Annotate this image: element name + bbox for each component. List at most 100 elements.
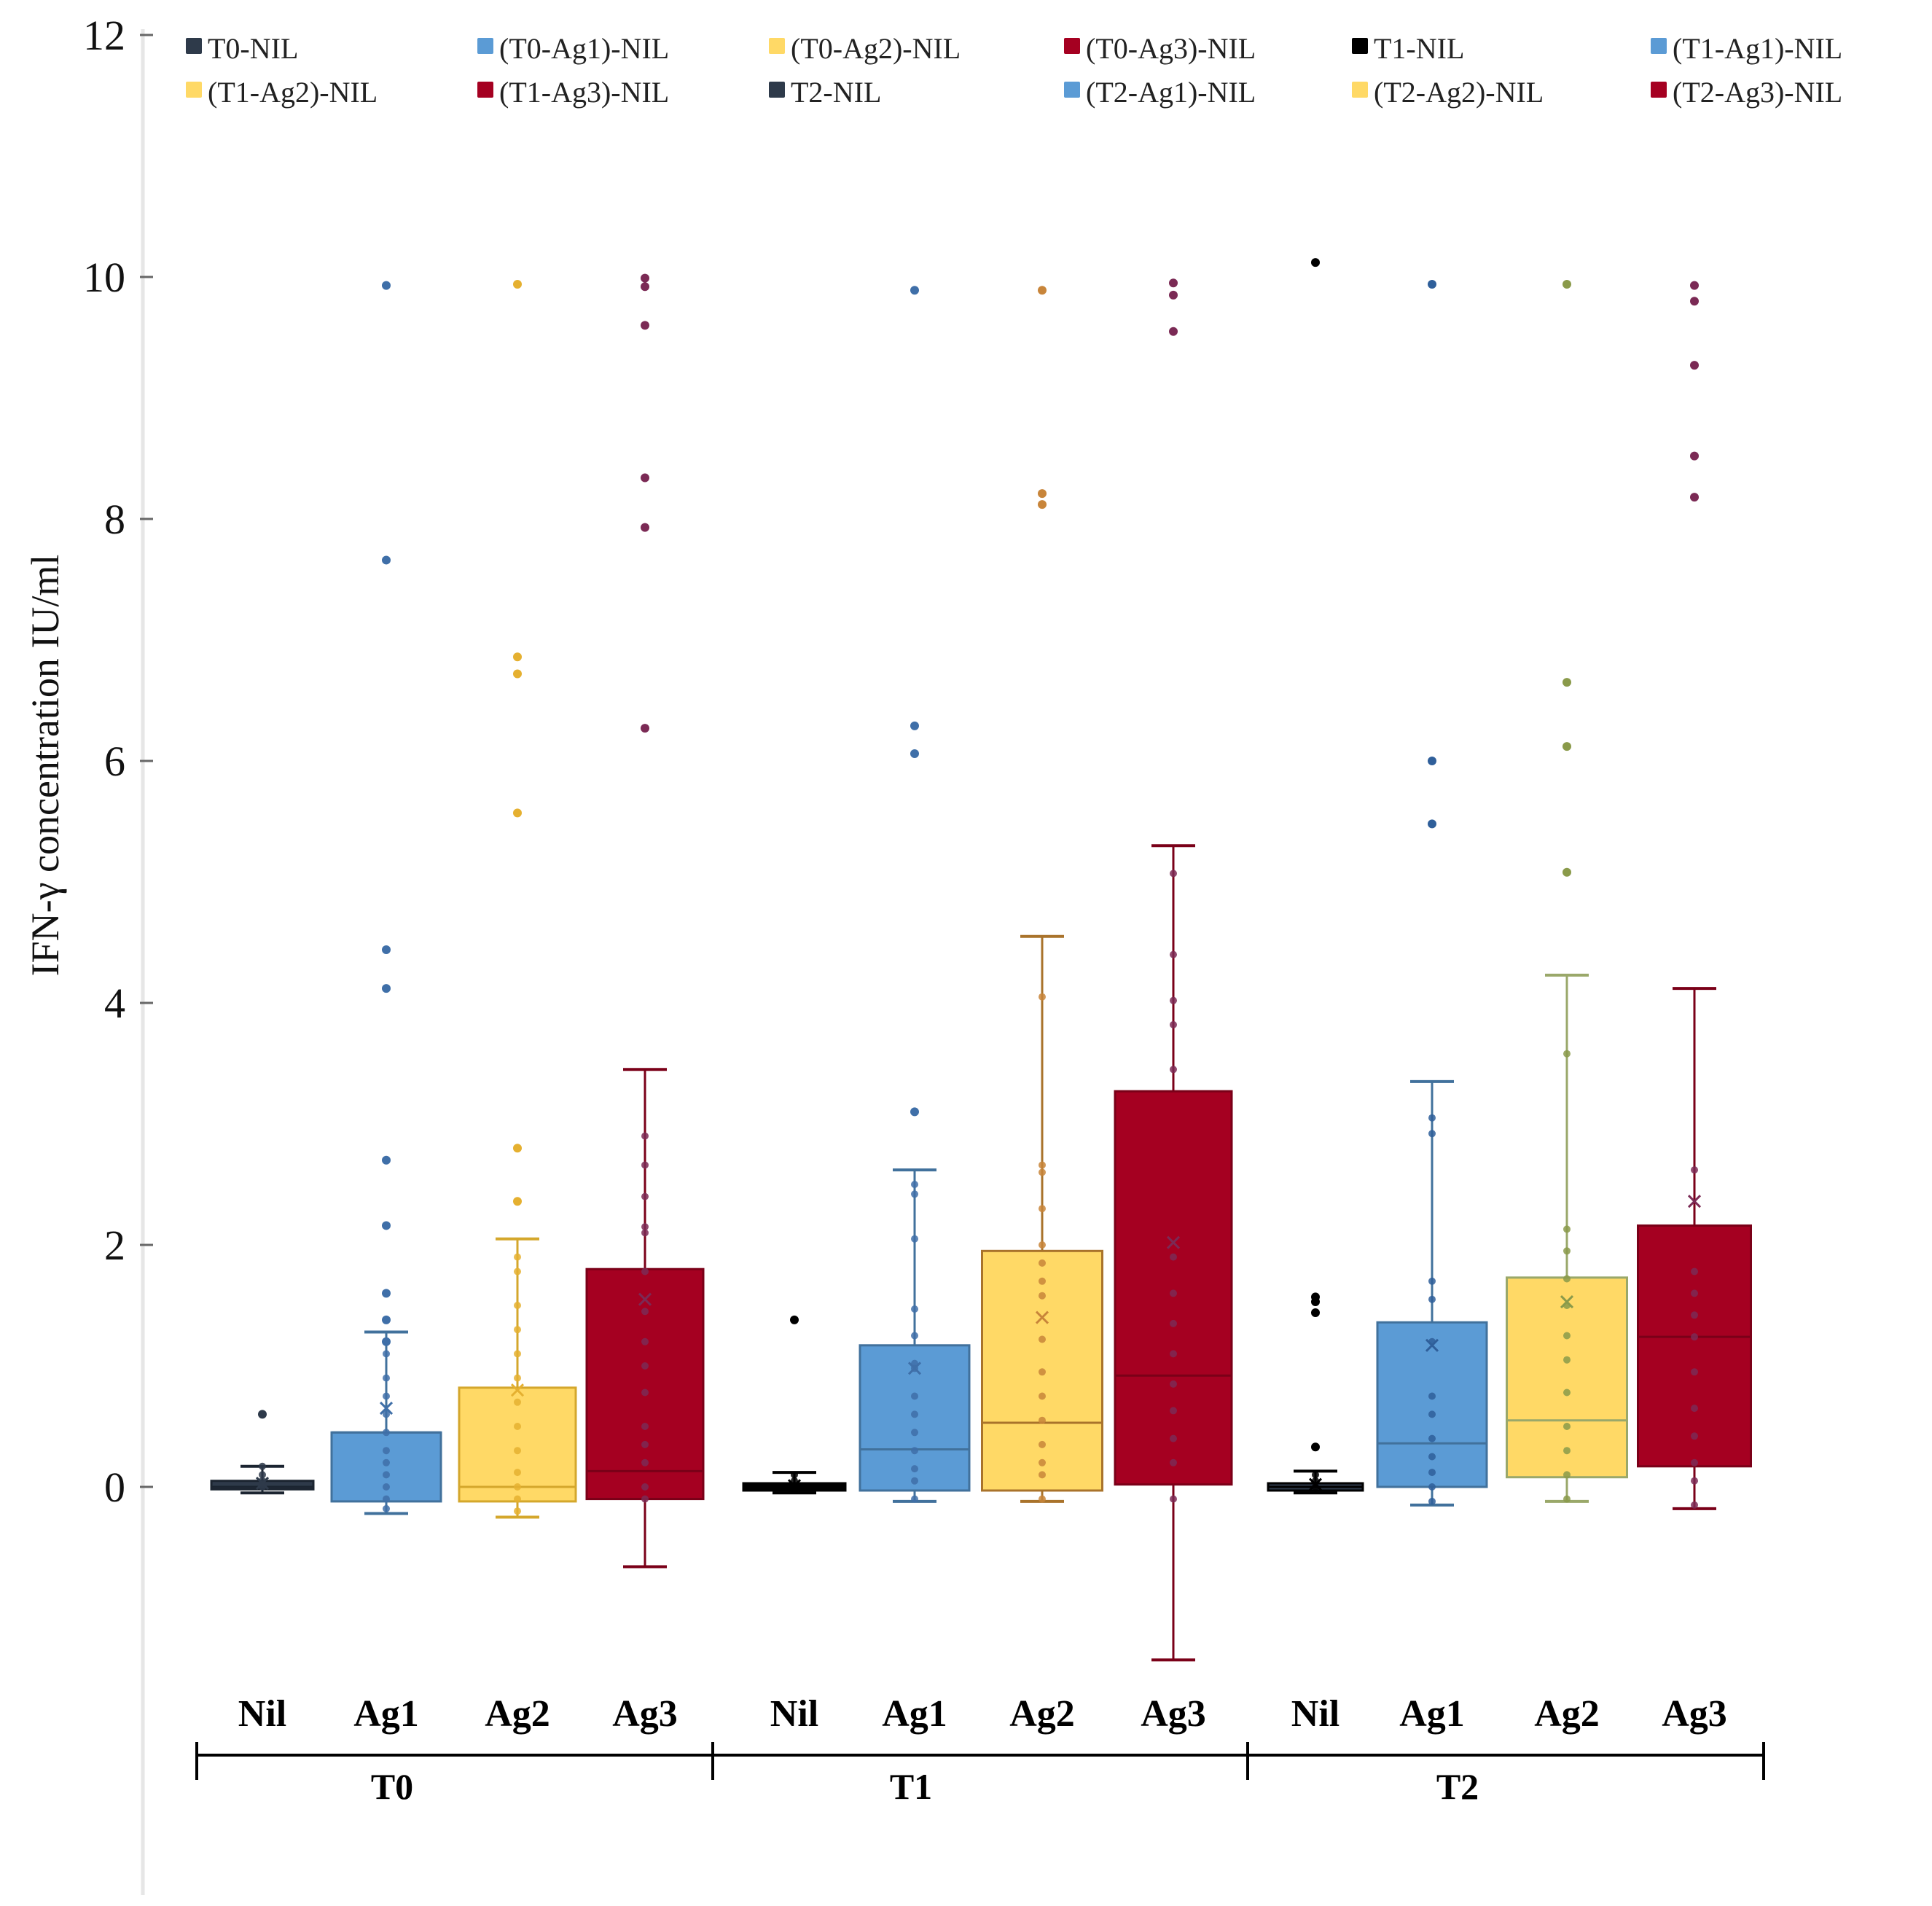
legend-label: (T2-Ag2)-NIL (1374, 76, 1544, 109)
outlier-point (641, 473, 649, 483)
data-point (259, 1471, 266, 1479)
group-label: T1 (890, 1766, 932, 1807)
legend-swatch (769, 82, 785, 98)
box-series (585, 273, 705, 1569)
data-point (383, 1471, 390, 1479)
mean-marker (638, 1292, 652, 1306)
data-point (641, 1362, 649, 1370)
data-point (514, 1268, 521, 1276)
data-point (383, 1429, 390, 1437)
data-point (1039, 1241, 1046, 1249)
data-point (1428, 1130, 1436, 1138)
outlier-point (1311, 258, 1320, 267)
y-tick-label: 12 (83, 12, 125, 59)
legend-label: (T2-Ag1)-NIL (1086, 76, 1256, 109)
outlier-point (382, 984, 391, 993)
data-point (1428, 1453, 1436, 1461)
data-point (383, 1495, 390, 1503)
data-point (1170, 1319, 1177, 1327)
outlier-point (513, 1197, 522, 1206)
data-point (1563, 1423, 1571, 1430)
data-point (1170, 1434, 1177, 1442)
outlier-point (1169, 290, 1178, 300)
data-point (514, 1507, 521, 1515)
data-point (1039, 993, 1046, 1001)
data-point (1039, 1259, 1046, 1267)
data-point (1312, 1471, 1319, 1479)
outlier-point (910, 721, 919, 730)
data-point (911, 1181, 918, 1188)
outlier-point (382, 1337, 391, 1346)
outlier-point (1690, 451, 1699, 461)
data-point (383, 1392, 390, 1400)
data-point (259, 1462, 266, 1470)
data-point (641, 1229, 649, 1237)
data-point (1691, 1368, 1698, 1376)
y-axis-title: IFN-γ concentration IU/ml (23, 555, 67, 977)
outlier-point (382, 281, 391, 290)
outlier-point (1428, 279, 1436, 289)
legend-label: (T1-Ag3)-NIL (499, 76, 669, 109)
data-point (514, 1469, 521, 1477)
data-point (641, 1132, 649, 1140)
data-point (1170, 1380, 1177, 1388)
data-point (1563, 1275, 1571, 1283)
data-point (383, 1483, 390, 1491)
data-point (1691, 1333, 1698, 1341)
data-point (911, 1190, 918, 1198)
data-point (911, 1495, 918, 1503)
outlier-point (513, 808, 522, 818)
data-point (383, 1458, 390, 1466)
outlier-point (513, 1144, 522, 1153)
mean-marker (255, 1476, 270, 1491)
data-point (514, 1350, 521, 1358)
data-point (1170, 1289, 1177, 1297)
category-label: Nil (238, 1693, 286, 1735)
outlier-point (513, 669, 522, 679)
outlier-point (1169, 327, 1178, 336)
data-point (514, 1423, 521, 1430)
category-label: Ag1 (1399, 1693, 1465, 1735)
box-series (981, 286, 1103, 1503)
data-point (1691, 1311, 1698, 1319)
data-point (1691, 1432, 1698, 1440)
outlier-point (1311, 1442, 1320, 1452)
data-point (514, 1374, 521, 1382)
data-point (1170, 1020, 1177, 1028)
data-point (641, 1458, 649, 1466)
legend-swatch (1064, 38, 1080, 54)
data-point (641, 1423, 649, 1430)
data-point (911, 1410, 918, 1418)
category-label: Ag3 (1662, 1693, 1727, 1735)
data-point (1170, 950, 1177, 958)
outlier-point (382, 1155, 391, 1165)
data-point (1170, 1495, 1177, 1503)
data-point (1170, 1458, 1177, 1466)
data-point (1039, 1161, 1046, 1169)
data-point (1428, 1469, 1436, 1477)
data-point (641, 1389, 649, 1397)
data-point (641, 1495, 649, 1503)
box-series (742, 1315, 847, 1495)
legend-label: (T0-Ag3)-NIL (1086, 32, 1256, 65)
data-point (911, 1392, 918, 1400)
outlier-point (513, 279, 522, 289)
legend-label: (T0-Ag1)-NIL (499, 32, 669, 65)
outlier-point (1038, 489, 1047, 499)
box (1376, 1321, 1488, 1488)
outlier-point (1563, 678, 1571, 687)
category-label: Ag3 (1141, 1693, 1206, 1735)
legend-swatch (1352, 38, 1368, 54)
category-label: Ag1 (353, 1693, 419, 1735)
outlier-point (1690, 281, 1699, 290)
data-point (1039, 1168, 1046, 1176)
data-point (1039, 1292, 1046, 1300)
outlier-point (1690, 361, 1699, 370)
data-point (1039, 1416, 1046, 1424)
category-label: Ag2 (485, 1693, 550, 1735)
data-point (1428, 1277, 1436, 1285)
data-point (1691, 1477, 1698, 1485)
data-point (1039, 1471, 1046, 1479)
box-series (1376, 279, 1488, 1507)
data-point (1428, 1410, 1436, 1418)
